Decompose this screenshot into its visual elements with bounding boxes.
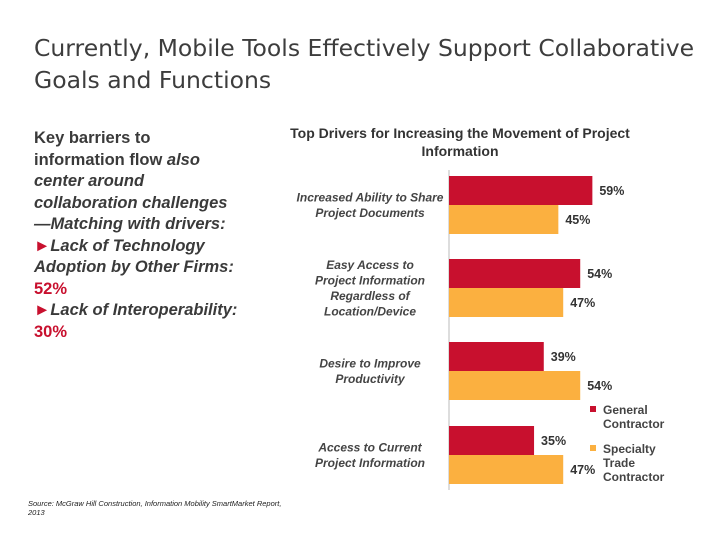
chart-title: Top Drivers for Increasing the Movement … (290, 125, 630, 159)
intro-italic-text: also center around collaboration challen… (34, 150, 228, 234)
category-label: Access to Current Project Information (315, 440, 425, 470)
barrier-bullet-1: ►Lack of Technology Adoption by Other Fi… (34, 236, 239, 301)
source-note: Source: McGraw Hill Construction, Inform… (28, 499, 282, 517)
barrier-2-value: 30% (34, 322, 68, 341)
key-barriers-panel: Key barriers to information flow also ce… (34, 128, 239, 343)
barrier-bullet-2: ►Lack of Interoperability: 30% (34, 300, 239, 343)
bar-general-contractor (449, 426, 535, 455)
data-label: 54% (587, 379, 612, 393)
category-label: Increased Ability to Share Project Docume… (297, 190, 444, 220)
data-label: 39% (551, 350, 576, 364)
bar-specialty-trade-contractor (449, 288, 564, 317)
barrier-2-text: Lack of Interoperability: (50, 301, 238, 319)
bar-specialty-trade-contractor (449, 371, 581, 400)
key-barriers-intro: Key barriers to information flow also ce… (34, 128, 239, 236)
data-label: 59% (599, 184, 624, 198)
bar-general-contractor (449, 259, 581, 288)
legend-label-general-contractor: General Contractor (603, 403, 665, 431)
data-label: 45% (565, 213, 590, 227)
category-label: Desire to Improve Productivity (319, 356, 421, 386)
bar-specialty-trade-contractor (449, 455, 564, 484)
data-label: 35% (541, 434, 566, 448)
legend-swatch-general-contractor (590, 406, 596, 412)
bar-specialty-trade-contractor (449, 205, 559, 234)
barrier-1-value: 52% (34, 279, 68, 298)
bar-general-contractor (449, 176, 593, 205)
data-label: 47% (570, 296, 595, 310)
bullet-arrow-icon: ► (34, 236, 51, 255)
intro-text: Key barriers to information flow (34, 129, 167, 169)
legend-label-specialty-trade-contractor: Specialty Trade Contractor (603, 442, 665, 484)
legend-swatch-specialty-trade-contractor (590, 445, 596, 451)
slide-title: Currently, Mobile Tools Effectively Supp… (34, 34, 695, 94)
barrier-1-text: Lack of Technology Adoption by Other Fir… (34, 236, 234, 277)
category-label: Easy Access to Project Information Regardl… (315, 258, 425, 319)
data-label: 47% (570, 463, 595, 477)
bar-general-contractor (449, 342, 544, 371)
data-label: 54% (587, 267, 612, 281)
bullet-arrow-icon: ► (34, 301, 51, 319)
